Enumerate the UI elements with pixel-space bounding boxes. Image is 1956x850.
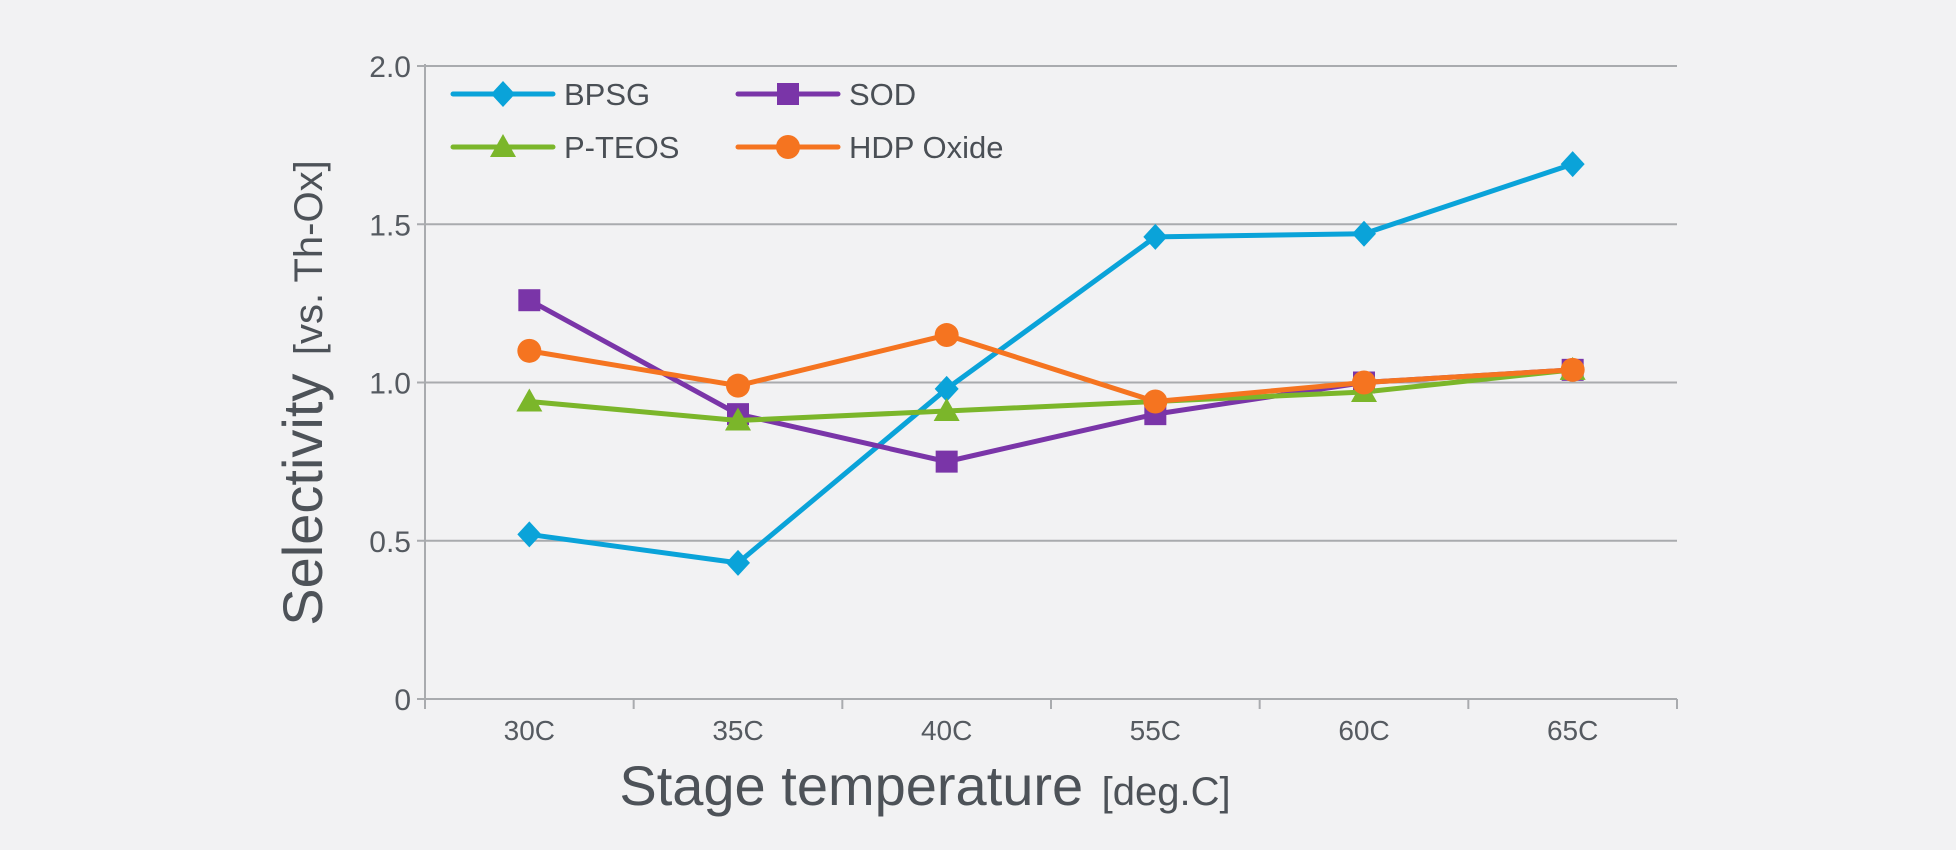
- legend-label-hdp-oxide: HDP Oxide: [849, 130, 1004, 165]
- y-tick-label: 0.5: [369, 526, 411, 559]
- y-tick-label: 0: [394, 684, 411, 717]
- x-tick-label: 55C: [1130, 715, 1181, 746]
- y-tick-label: 1.5: [369, 209, 411, 242]
- data-point-sod: [518, 289, 541, 312]
- legend-item-hdp-oxide: HDP Oxide: [735, 130, 1004, 165]
- x-tick-label: 35C: [712, 715, 763, 746]
- data-point-hdp-oxide: [517, 338, 542, 363]
- data-point-sod: [935, 450, 958, 473]
- legend-item-sod: SOD: [735, 77, 916, 112]
- data-point-p-teos: [516, 388, 543, 412]
- data-point-bpsg: [517, 521, 542, 548]
- legend-item-bpsg: BPSG: [450, 77, 650, 112]
- data-point-p-teos: [725, 407, 751, 431]
- data-point-hdp-oxide: [934, 323, 959, 348]
- data-point-bpsg: [1352, 220, 1376, 247]
- series-bpsg: [517, 151, 1585, 576]
- data-point-p-teos: [933, 397, 960, 421]
- legend: BPSG SOD P-TEOS HDP Oxide: [450, 77, 1004, 165]
- data-point-bpsg: [726, 549, 750, 576]
- x-tick-label: 40C: [921, 715, 972, 746]
- legend-item-p-teos: P-TEOS: [450, 130, 679, 165]
- data-point-hdp-oxide: [1143, 389, 1168, 414]
- data-point-hdp-oxide: [1560, 357, 1585, 382]
- legend-label-bpsg: BPSG: [564, 77, 650, 112]
- x-tick-label: 30C: [504, 715, 555, 746]
- legend-marker-bpsg: [491, 81, 515, 107]
- x-axis-title: Stage temperature [deg.C]: [619, 754, 1230, 817]
- series-hdp-oxide: [517, 323, 1585, 414]
- series-line-hdp-oxide: [526, 332, 1576, 404]
- series-layer: [516, 151, 1586, 576]
- x-axis-title-main: Stage temperature: [619, 754, 1083, 817]
- data-point-hdp-oxide: [1352, 370, 1376, 395]
- legend-label-sod: SOD: [849, 77, 916, 112]
- y-axis-title: Selectivity [vs. Th-Ox]: [271, 160, 334, 625]
- legend-marker-p-teos: [490, 134, 516, 157]
- data-point-bpsg: [1143, 223, 1168, 250]
- data-point-bpsg: [1560, 151, 1585, 178]
- legend-marker-sod: [777, 83, 799, 105]
- legend-marker-hdp-oxide: [776, 135, 800, 159]
- y-tick-label: 1.0: [369, 368, 411, 401]
- x-tick-label: 60C: [1338, 715, 1389, 746]
- data-point-hdp-oxide: [726, 373, 750, 398]
- legend-label-p-teos: P-TEOS: [564, 130, 679, 165]
- y-axis-title-unit: [vs. Th-Ox]: [287, 160, 331, 355]
- data-point-bpsg: [934, 375, 959, 402]
- x-axis-title-unit: [deg.C]: [1102, 770, 1231, 814]
- y-tick-label: 2.0: [369, 51, 411, 84]
- x-tick-label: 65C: [1547, 715, 1598, 746]
- axes: 0 0.5 1.0 1.5 2.0 30C 35C 40C 55C 60C 65C: [369, 51, 1678, 746]
- y-axis-title-main: Selectivity: [271, 374, 334, 626]
- series-line-bpsg: [526, 161, 1576, 566]
